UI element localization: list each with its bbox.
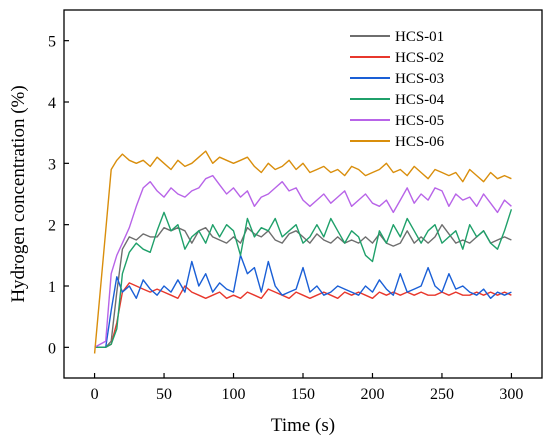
axes: 0 50 100 150 200 250 300 0 1 2 3 4 5 — [48, 34, 523, 403]
legend: HCS-01 HCS-02 HCS-03 HCS-04 HCS-05 HCS-06 — [350, 29, 445, 150]
series-line-hcs-05 — [94, 174, 512, 348]
y-tick-label: 1 — [48, 279, 56, 296]
y-tick-label: 0 — [48, 340, 56, 357]
x-tick-label: 50 — [156, 386, 172, 403]
legend-label: HCS-02 — [395, 50, 444, 66]
x-tick-label: 150 — [291, 386, 315, 403]
y-tick-label: 5 — [48, 34, 56, 51]
y-axis-title: Hydrogen concentration (%) — [8, 85, 29, 302]
x-axis-title: Time (s) — [271, 415, 335, 436]
legend-label: HCS-06 — [395, 134, 445, 150]
series-line-hcs-01 — [94, 223, 512, 348]
plot-frame — [63, 9, 543, 379]
series-line-hcs-03 — [94, 254, 512, 348]
y-tick-label: 4 — [48, 95, 56, 112]
y-tick-label: 3 — [48, 156, 56, 173]
x-tick-label: 100 — [222, 386, 246, 403]
x-tick-label: 0 — [91, 386, 99, 403]
x-tick-label: 300 — [499, 386, 523, 403]
series-layer — [93, 150, 513, 354]
series-line-hcs-06 — [93, 150, 512, 354]
x-tick-label: 200 — [360, 386, 384, 403]
y-tick-label: 2 — [48, 218, 56, 235]
legend-label: HCS-01 — [395, 29, 444, 45]
legend-label: HCS-03 — [395, 71, 444, 87]
plot-area — [63, 9, 543, 379]
legend-label: HCS-04 — [395, 92, 445, 108]
series-line-hcs-04 — [94, 209, 513, 348]
x-tick-label: 250 — [430, 386, 454, 403]
legend-label: HCS-05 — [395, 113, 444, 129]
